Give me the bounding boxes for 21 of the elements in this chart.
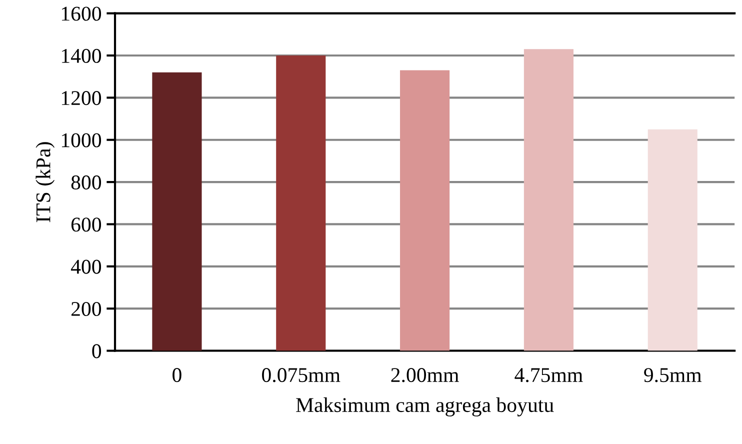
y-tick-label: 1200	[62, 91, 102, 106]
x-tick-label: 0	[172, 368, 182, 382]
bar	[400, 70, 450, 351]
y-tick-label: 0	[92, 344, 102, 358]
y-axis-title: ITS (kPa)	[36, 142, 55, 222]
y-tick-label: 1000	[62, 133, 102, 148]
y-tick-label: 600	[71, 218, 102, 232]
x-tick-label: 2.00mm	[391, 368, 459, 382]
x-tick-label: 0.075mm	[262, 368, 340, 382]
y-tick-label: 800	[71, 175, 102, 190]
y-tick-label: 200	[71, 302, 102, 316]
bar	[648, 129, 698, 351]
y-tick-label: 1600	[62, 6, 102, 21]
y-tick-label: 1400	[62, 48, 102, 63]
x-tick-label: 9.5mm	[644, 368, 702, 382]
bar	[152, 72, 202, 351]
x-axis-title: Maksimum cam agrega boyutu	[296, 397, 554, 416]
y-tick-label: 400	[70, 260, 102, 274]
bar	[524, 49, 574, 351]
x-tick-label: 4.75mm	[514, 368, 583, 382]
bar	[276, 56, 326, 351]
